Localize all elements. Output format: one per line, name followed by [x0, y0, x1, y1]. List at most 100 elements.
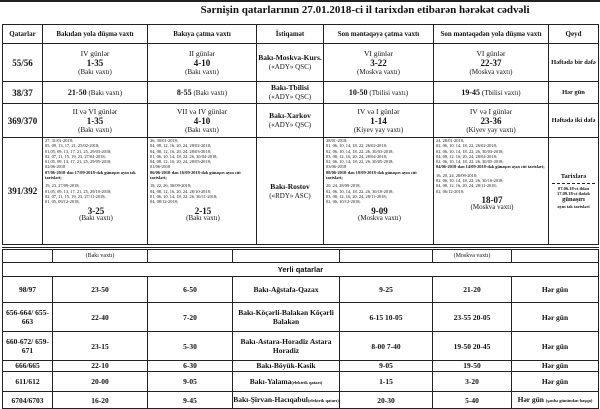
- departure-cell: 21-50 (Bakı vaxtı): [42, 81, 148, 104]
- zone: (Bakı vaxtı): [186, 213, 220, 222]
- time: 21-50: [67, 87, 87, 97]
- arrival-time: 7-20: [147, 302, 233, 332]
- date-line: 20, 24, 28/09-2018;: [326, 183, 361, 189]
- departure-time: 16-20: [52, 391, 148, 409]
- date-line: 04, 08, 12, 16, 20, 24, 28/05-2018;: [150, 159, 211, 165]
- zone: (Bakı vaxtı): [78, 67, 112, 76]
- arrival-time: 5-30: [147, 331, 233, 361]
- date-line: 26, 30/01-2018;: [150, 138, 179, 144]
- note: Hər gün: [511, 302, 599, 332]
- intercity-table: Qatarlar Bakıdan yola düşmə vaxtı Bakıya…: [2, 24, 599, 245]
- date-period: 06/06-2018-dən 16/09-2018-dək günaşırı a…: [150, 169, 241, 181]
- departure-time: 23-50: [52, 276, 148, 303]
- departure-cell: II və VI günlər 1-35 (Bakı vaxtı): [42, 103, 148, 138]
- dest-departure-cell: 19-45 (Tbilisi vaxtı): [433, 81, 549, 104]
- arrival-time: 6-30: [147, 360, 233, 372]
- time: 4-10: [193, 115, 211, 126]
- date-line: 01, 06, 10, 14, 18, 22, 26/02-2018;: [326, 143, 387, 149]
- note-text: Hər gün: [541, 341, 569, 351]
- direction-cell: Bakı-Rostov («RDY» ASC): [256, 137, 324, 245]
- date-line: 04, 08, 12, 16, 20, 24, 28/11-2018;: [436, 183, 497, 189]
- date-line: 04, 08/12-2018;: [150, 199, 179, 205]
- departure-time: 23-15: [52, 331, 148, 361]
- table-row: 666/665 22-10 6-30 Bakı-Böyük-Kəsik 9-05 19-5…: [2, 360, 599, 372]
- header-direction: İstiqamət: [256, 24, 324, 44]
- arrival-cell: II günlər 4-10 (Bakı vaxtı): [147, 43, 257, 82]
- departure-cell: 27, 31/01-2018; 05, 09, 13, 17, 21, 25/02…: [42, 137, 148, 245]
- train-number: 98/97: [2, 276, 53, 303]
- zone: (Moskva vaxtı): [469, 67, 513, 76]
- direction: Bakı-Tbilisi: [271, 83, 309, 92]
- note: Həftədə iki dəfə: [548, 103, 599, 138]
- date-line: 01,05, 09, 13, 17, 21, 25, 29/05-2018;: [45, 159, 112, 165]
- time: 23-36: [480, 115, 502, 126]
- zone: (Bakı vaxtı): [193, 88, 228, 97]
- direction-cell: Bakı-Böyük-Kəsik: [232, 360, 340, 372]
- date-line: 01, 06, 10, 14, 18, 22, 26, 30/04-2018;: [150, 153, 218, 159]
- zone: (Bakı vaxtı): [88, 88, 123, 97]
- date-line: 01,05, 09, 13, 17, 21, 25, 29/10-2018;: [45, 188, 112, 194]
- header-departure: Bakıdan yola düşmə vaxtı: [42, 24, 148, 44]
- note-text: Hər gün: [517, 395, 544, 404]
- note: Hər gün: [511, 331, 599, 361]
- days: IV və I günlər: [357, 106, 400, 116]
- time: 18-07: [481, 194, 503, 205]
- date-line: 04, 08, 12, 16, 20, 24, 28/02-2018;: [150, 143, 211, 149]
- train-number: 6704/6703: [2, 391, 53, 409]
- note: Hər gün: [548, 81, 599, 104]
- time: 1-35: [86, 57, 104, 68]
- header-trains: Qatarlar: [2, 24, 43, 44]
- direction: Bakı-Astara-Horadiz Astara Horadiz: [240, 337, 332, 355]
- date-line: 02, 06, 10/12-2018;: [326, 199, 361, 205]
- arrival-time: 9-05: [147, 371, 233, 392]
- note-text: Hər gün: [541, 361, 569, 370]
- page-title: Sərnişin qatarlarının 27.01.2018-ci il t…: [200, 4, 530, 16]
- departure-time: 20-00: [52, 371, 148, 392]
- arrival-time: 6-50: [147, 276, 233, 303]
- dest-departure-time: 23-55 20-05: [432, 302, 512, 332]
- zone: (Bakı vaxtı): [185, 125, 219, 134]
- operator: («ADY» QSC): [268, 93, 312, 101]
- date-line: 02, 07, 11, 15, 19, 23, 27/04-2018;: [45, 153, 106, 159]
- direction-cell: Bakı-Moskva-Kurs. («ADY» QSC): [256, 43, 324, 82]
- direction: Bakı-Yalama: [249, 376, 292, 386]
- dest-arrival-cell: 10-50 (Tbilisi vaxtı): [323, 81, 434, 104]
- dest-arrival-time: 8-00 7-40: [339, 331, 433, 361]
- train-number: 55/56: [2, 43, 43, 82]
- note: Hər gün (şənbə günündən başqa): [511, 391, 599, 409]
- table-row: 369/370 II və VI günlər 1-35 (Bakı vaxtı) VI…: [2, 103, 599, 138]
- note-sub: (şənbə günündən başqa): [545, 398, 593, 403]
- time: 3-25: [87, 205, 105, 216]
- arrival-time: 9-45: [147, 391, 233, 409]
- date-line: 02, 06/12-2018;: [436, 188, 465, 194]
- train-number: 611/612: [2, 371, 53, 392]
- direction: Bakı-Moskva-Kurs.: [258, 53, 322, 62]
- dest-departure-time: 21-20: [432, 276, 512, 303]
- direction: Bakı-Şirvan-Hacıqabul: [233, 395, 308, 404]
- train-number: 369/370: [2, 103, 43, 138]
- days: IV günlər: [80, 48, 110, 58]
- dest-departure-time: 19-50 20-45: [432, 331, 512, 361]
- direction: Bakı-Ağstafa-Qazax: [253, 285, 319, 294]
- zone: (Bakı vaxtı): [79, 213, 113, 222]
- direction: Bakı-Xarkov: [269, 111, 311, 120]
- arrival-cell: VII və IV günlər 4-10 (Bakı vaxtı): [147, 103, 257, 138]
- date-period: 04/06-2018-dən 14/09-2018-dək günaşırı a…: [436, 164, 545, 170]
- time: 1-14: [370, 115, 387, 126]
- arrival-cell: 26, 30/01-2018; 04, 08, 12, 16, 20, 24, 2…: [147, 137, 257, 245]
- time: 2-15: [194, 205, 212, 216]
- note-tail: ayın tək tarixləri: [557, 204, 590, 209]
- direction-cell: Bakı-Şirvan-Hacıqabul(elektrik qatarı): [232, 391, 340, 409]
- dest-departure-cell: 24, 28/01-2018; 02, 06, 10, 14, 18, 22, 2…: [433, 137, 549, 245]
- departure-cell: IV günlər 1-35 (Bakı vaxtı): [42, 43, 148, 82]
- operator: («ADY» QSC): [268, 121, 312, 129]
- local-table: (Bakı vaxtı) (Moskva vaxtı) Yerli qatarla…: [2, 247, 599, 409]
- days: VI günlər: [476, 48, 506, 58]
- dest-departure-time: 5-40: [432, 391, 512, 409]
- date-line: 02, 06, 10, 14, 18, 22, 26, 30/05-2018;: [326, 159, 394, 165]
- dest-departure-time: 19-50: [432, 360, 512, 372]
- note: Tarixlərə 07.06.18-ci ildən 17.09.18-ci i…: [548, 137, 599, 245]
- header-arrival: Bakıya çatma vaxtı: [147, 24, 257, 44]
- date-line: 04, 08, 12, 16, 20, 24, 28/04-2018;: [436, 153, 497, 159]
- note-mid: günaşırı: [562, 196, 585, 203]
